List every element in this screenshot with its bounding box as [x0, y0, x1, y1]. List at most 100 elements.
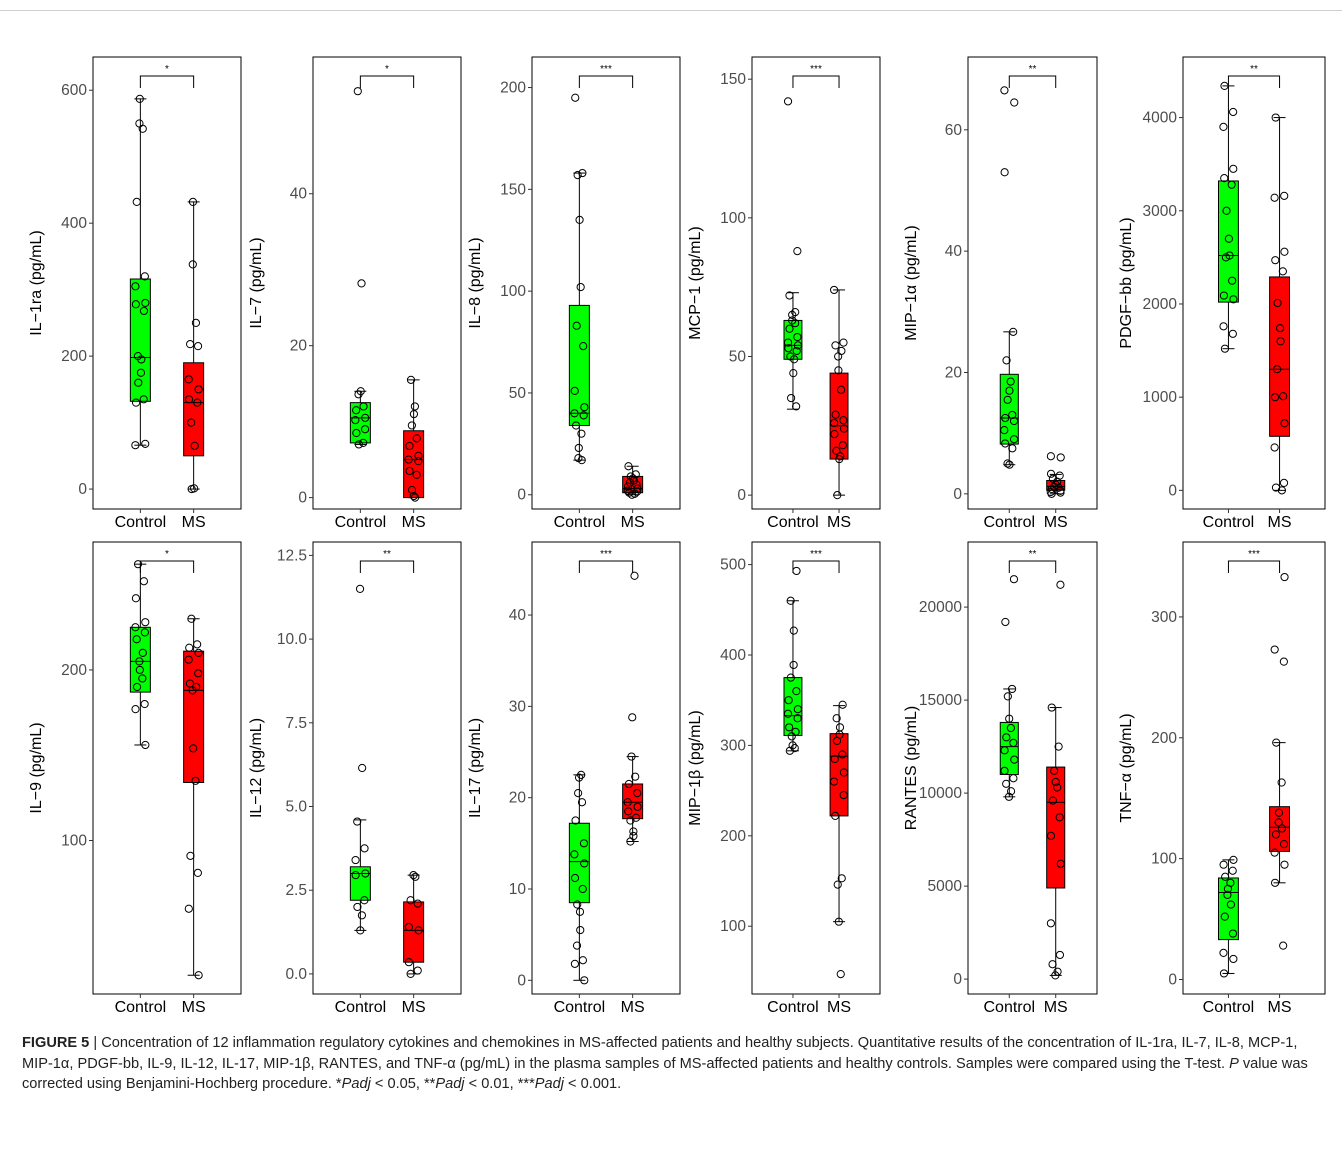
data-point — [141, 740, 150, 750]
data-point — [138, 124, 147, 133]
data-point — [413, 966, 422, 975]
data-point — [580, 403, 589, 412]
data-point — [832, 736, 842, 745]
data-point — [1228, 329, 1237, 338]
data-point — [361, 413, 370, 422]
significance-bracket — [139, 560, 195, 573]
caption-part: value was corrected using Benjamini-Hoch… — [22, 1055, 1308, 1093]
data-point — [1279, 840, 1289, 849]
data-point — [631, 772, 640, 781]
data-point — [194, 385, 203, 394]
data-point — [830, 418, 839, 428]
data-point — [357, 911, 367, 920]
data-point — [570, 873, 580, 883]
data-point — [629, 827, 638, 836]
figure-caption: FIGURE 5 | Concentration of 12 inflammat… — [22, 1033, 1322, 1095]
data-point — [578, 884, 587, 894]
data-point — [570, 386, 579, 396]
significance-label: ** — [1029, 64, 1037, 75]
y-tick-label: 2000 — [1143, 296, 1178, 313]
x-tick-label: Control — [115, 514, 167, 531]
y-tick-label: 7.5 — [285, 715, 307, 732]
significance-bracket — [792, 560, 840, 573]
box-control — [999, 721, 1019, 776]
data-point — [633, 802, 642, 811]
data-point — [187, 614, 196, 623]
y-tick-label: 0 — [78, 481, 87, 498]
data-point — [1280, 860, 1289, 869]
data-point — [1003, 395, 1012, 404]
y-tick-label: 20 — [509, 790, 527, 807]
significance-bracket — [578, 560, 634, 573]
significance-label: * — [165, 549, 169, 560]
data-point — [1048, 796, 1057, 805]
data-point — [1046, 469, 1056, 478]
significance-label: ** — [383, 549, 391, 560]
data-point — [139, 395, 148, 404]
data-point — [406, 375, 416, 384]
x-tick-label: Control — [983, 999, 1035, 1016]
significance-label: ** — [1250, 64, 1258, 75]
data-point — [627, 752, 636, 761]
data-point — [1050, 766, 1059, 775]
data-point — [185, 643, 194, 652]
plot-area-border — [967, 56, 1098, 510]
y-tick-label: 150 — [500, 181, 526, 198]
data-point — [1010, 98, 1019, 107]
y-axis-label: MCP−1 (pg/mL) — [687, 226, 704, 339]
data-point — [1000, 766, 1009, 775]
data-point — [1046, 452, 1055, 461]
data-point — [579, 411, 588, 420]
y-tick-label: 0.0 — [285, 966, 307, 983]
significance-bracket — [1227, 75, 1281, 88]
x-tick-label: MS — [402, 514, 426, 531]
plot-area-border — [1182, 56, 1326, 510]
data-point — [787, 393, 796, 403]
data-point — [574, 789, 583, 798]
y-axis-label: IL−12 (pg/mL) — [248, 718, 265, 818]
y-tick-label: 0 — [1168, 482, 1177, 499]
data-point — [1003, 459, 1012, 468]
data-point — [193, 640, 202, 649]
significance-label: *** — [810, 64, 822, 75]
data-point — [1055, 950, 1065, 960]
x-tick-label: MS — [182, 514, 206, 531]
data-point — [413, 899, 422, 908]
data-point — [141, 439, 150, 448]
data-point — [1005, 714, 1014, 723]
data-point — [351, 871, 360, 880]
x-tick-label: MS — [1044, 514, 1068, 531]
significance-bracket — [359, 560, 415, 573]
data-point — [789, 626, 798, 635]
data-point — [131, 441, 140, 450]
data-point — [1221, 872, 1230, 881]
data-point — [783, 709, 793, 718]
data-point — [141, 298, 150, 308]
data-point — [138, 648, 147, 657]
data-point — [787, 732, 796, 741]
data-point — [1046, 919, 1055, 928]
significance-bracket — [1008, 75, 1057, 88]
data-point — [409, 491, 418, 501]
chart-panel: 0 50 100 150 200 IL−8 (pg/mL) Control MS *** — [467, 56, 681, 531]
data-point — [1056, 453, 1065, 462]
data-point — [191, 318, 201, 327]
data-point — [1278, 267, 1287, 276]
significance-label: * — [385, 64, 389, 75]
x-tick-label: MS — [827, 999, 851, 1016]
data-point — [131, 398, 141, 407]
significance-bracket — [139, 75, 195, 88]
y-tick-label: 10 — [509, 881, 527, 898]
data-point — [352, 406, 361, 415]
data-point — [1051, 480, 1060, 489]
data-point — [406, 896, 415, 905]
data-point — [623, 798, 632, 807]
data-point — [831, 341, 840, 350]
data-point — [833, 880, 842, 889]
data-point — [1280, 191, 1289, 200]
data-point — [187, 484, 196, 494]
y-tick-label: 60 — [945, 122, 963, 139]
data-point — [414, 926, 423, 935]
data-point — [1002, 779, 1011, 788]
plot-area-border — [751, 56, 881, 510]
